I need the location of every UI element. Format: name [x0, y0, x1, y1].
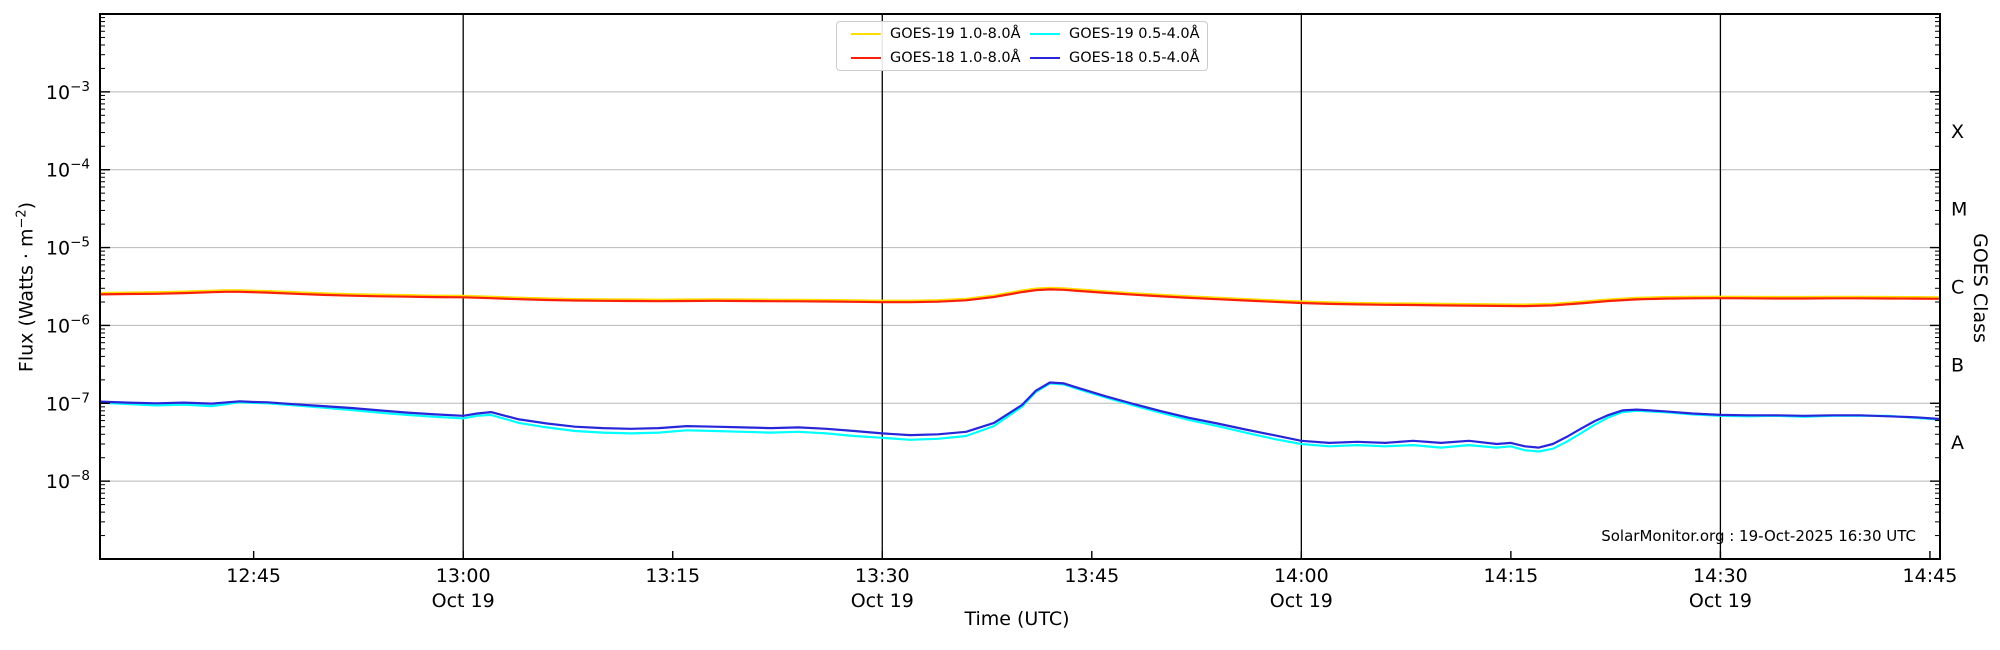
x-tick-label: 14:45: [1903, 565, 1958, 587]
y-axis-label-flux: Flux (Watts · m−2): [14, 202, 37, 372]
goes-class-letter-a: A: [1951, 432, 1964, 454]
legend: GOES-19 1.0-8.0Å GOES-18 1.0-8.0Å GOES-19 …: [836, 21, 1208, 71]
x-tick-date-label: Oct 19: [432, 590, 495, 612]
flux-label-suffix: ): [15, 201, 38, 210]
legend-entry: GOES-19 1.0-8.0Å: [843, 26, 1022, 42]
x-tick-date-label: Oct 19: [1270, 590, 1333, 612]
legend-entry: GOES-19 0.5-4.0Å: [1022, 26, 1201, 42]
x-tick-label: 13:30: [855, 565, 910, 587]
legend-entry-label: GOES-18 1.0-8.0Å: [890, 50, 1021, 66]
x-axis-label-time: Time (UTC): [964, 608, 1070, 630]
legend-entry-label: GOES-19 0.5-4.0Å: [1069, 26, 1200, 42]
x-tick-label: 12:45: [226, 565, 281, 587]
watermark-text: SolarMonitor.org : 19-Oct-2025 16:30 UTC: [1601, 527, 1916, 545]
goes-class-letter-b: B: [1951, 354, 1964, 376]
x-tick-label: 13:00: [436, 565, 491, 587]
y-tick-label: 10−6: [46, 312, 90, 337]
x-tick-label: 14:00: [1274, 565, 1329, 587]
goes-class-letter-m: M: [1951, 199, 1967, 221]
legend-line-swatch: [851, 57, 881, 59]
flux-label-prefix: Flux (Watts · m: [15, 228, 38, 373]
y-tick-label: 10−8: [46, 468, 90, 493]
goes-class-letter-x: X: [1951, 121, 1964, 143]
x-tick-label: 14:15: [1483, 565, 1538, 587]
y-tick-label: 10−5: [46, 235, 90, 260]
legend-entry: GOES-18 0.5-4.0Å: [1022, 50, 1201, 66]
series-goes-18-1-0-8-0-: [98, 288, 1940, 308]
legend-line-swatch: [851, 33, 881, 35]
legend-entry-label: GOES-18 0.5-4.0Å: [1069, 50, 1200, 66]
x-tick-date-label: Oct 19: [1689, 590, 1752, 612]
y-tick-label: 10−3: [46, 79, 90, 104]
legend-line-swatch: [1030, 33, 1060, 35]
y-tick-label: 10−4: [46, 157, 90, 182]
y-tick-label: 10−7: [46, 390, 90, 415]
x-tick-label: 14:30: [1693, 565, 1748, 587]
x-tick-label: 13:15: [645, 565, 700, 587]
x-tick-date-label: Oct 19: [851, 590, 914, 612]
series-goes-19-0-5-4-0-: [98, 382, 1940, 453]
y-axis-label-goes-class: GOES Class: [1969, 233, 1991, 343]
legend-entry: GOES-18 1.0-8.0Å: [843, 50, 1022, 66]
legend-entry-label: GOES-19 1.0-8.0Å: [890, 26, 1021, 42]
x-tick-label: 13:45: [1064, 565, 1119, 587]
flux-label-exponent: −2: [14, 209, 30, 229]
legend-line-swatch: [1030, 57, 1060, 59]
plot-frame: [99, 13, 1941, 560]
goes-class-letter-c: C: [1951, 277, 1964, 299]
series-goes-18-0-5-4-0-: [98, 381, 1940, 449]
series-goes-19-1-0-8-0-: [98, 286, 1940, 306]
